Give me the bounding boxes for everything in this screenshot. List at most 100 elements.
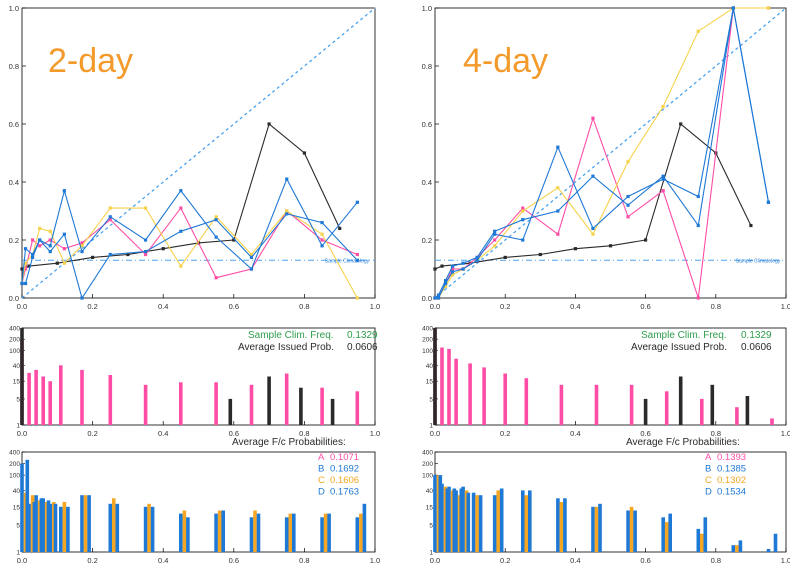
histogram-bar [475,495,479,552]
histogram-bar [221,510,225,552]
series-point [38,238,42,242]
series-point [556,209,560,213]
histogram-bar [143,384,148,425]
sample-clim-label: Sample Clim. Freq. [248,330,334,341]
series-point [48,229,52,233]
y-tick-label: 40 [13,363,21,370]
series-point [436,296,441,300]
avg-fc-legend: A 0.1393 B 0.1385 C 0.1302 D 0.1534 [705,452,746,498]
histogram-bar [112,498,116,552]
histogram-bar [41,376,45,425]
histogram-bar [735,545,739,552]
histogram-bar [471,492,476,552]
series-point [179,189,183,193]
avg-fc-letter: B [318,464,324,475]
x-tick-label: 0.0 [17,302,27,311]
series-point [443,279,448,283]
histogram-bar [217,510,222,552]
avg-fc-letter: A [318,452,325,463]
series-point [591,174,595,178]
series-point [214,215,218,219]
avg-fc-value: 0.1071 [330,452,359,463]
histogram-bar [447,348,451,425]
series-point [521,238,525,242]
histogram-bar [108,503,113,552]
histogram-bar [323,513,328,552]
histogram-bar [556,498,560,552]
histogram-bar [563,498,567,552]
series-point [320,221,324,225]
histogram-bar [228,398,233,425]
histogram-bar [626,510,630,552]
series-point [143,252,148,257]
histogram-bar [214,513,218,552]
series-point [179,264,183,268]
series-point [608,244,613,248]
avg-fc-letter: C [705,475,712,486]
avg-fc-letter: C [318,475,325,486]
histogram-bar [521,490,525,552]
perfect-reliability-line [21,7,376,299]
series-point [679,122,683,126]
y-tick-label: 40 [426,488,434,495]
y-tick-label: 100 [422,348,433,355]
histogram-bar [20,463,24,552]
x-tick-label: 0.2 [87,556,97,565]
histogram-bar [80,369,84,425]
x-tick-label: 1.0 [781,302,790,311]
series-point [285,212,289,216]
y-tick-label: 0.2 [422,236,432,245]
histogram-bar [320,387,324,425]
histogram-bar [359,513,363,552]
histogram-bar [629,506,634,552]
y-tick-label: 15 [426,379,434,386]
histogram-bar [503,373,507,425]
histogram-bar [664,522,669,552]
x-tick-label: 0.0 [17,429,27,438]
avg-fc-value: 0.1606 [330,475,359,486]
y-tick-label: 0.4 [9,178,19,187]
x-tick-label: 0.0 [17,556,27,565]
series-point [661,105,665,109]
x-tick-label: 0.4 [158,302,168,311]
lead-time-label: 4-day [463,42,548,80]
series-point [267,122,271,126]
y-tick-label: 1 [429,423,433,430]
histogram-bar [299,387,303,425]
histogram-bar [668,513,672,552]
series-point [214,235,218,239]
histogram-bar [766,549,771,552]
y-tick-label: 1.0 [422,4,432,13]
x-tick-label: 0.6 [229,429,239,438]
series-point [626,203,630,207]
series-point [661,177,665,181]
y-tick-label: 0.8 [9,62,19,71]
histogram-bar [459,488,464,552]
series-point [696,194,700,199]
histogram-bar [59,506,63,552]
series-point [179,229,183,233]
avg-fc-letter: D [705,487,712,498]
y-tick-label: 100 [9,473,20,480]
histogram-bar [284,517,289,552]
x-tick-label: 0.2 [87,429,97,438]
series-point [443,284,448,288]
histogram-bar [700,398,704,425]
series-point [450,264,455,268]
series-point [591,116,595,120]
histogram-bar [362,503,367,552]
avg-fc-value: 0.1763 [330,487,359,498]
series-point [285,209,289,213]
series-point [355,200,359,204]
histogram-bar [182,510,187,552]
avg-fc-letter: A [705,452,712,463]
series-point [475,255,479,259]
histogram-bar [249,384,254,425]
histogram-bar [633,510,637,552]
histogram-bar [256,513,261,552]
x-tick-label: 0.2 [87,302,97,311]
x-tick-label: 0.8 [711,429,721,438]
series-point [766,6,771,10]
histogram-bar [466,492,471,552]
